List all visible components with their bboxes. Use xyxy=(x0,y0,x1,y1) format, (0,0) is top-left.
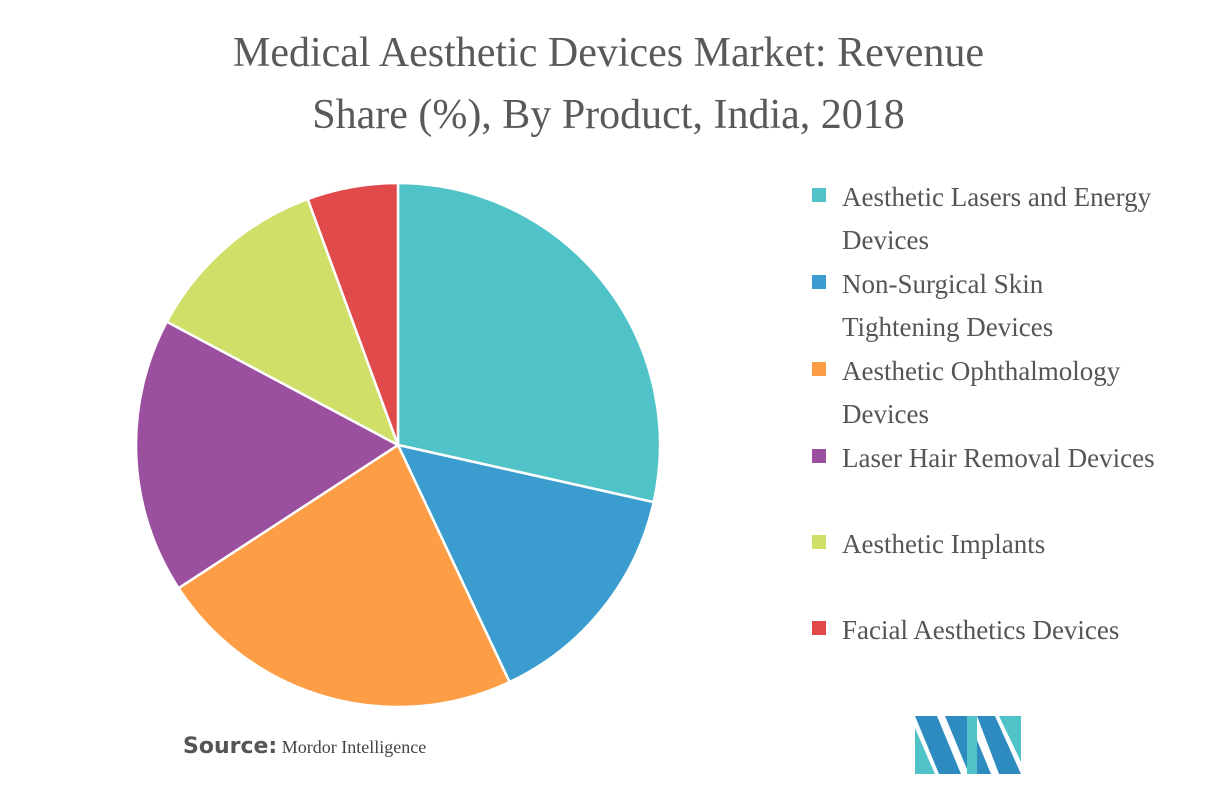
legend-label-line: Devices xyxy=(842,399,929,429)
pie-slice-0 xyxy=(396,181,662,504)
legend-label-line: Tightening Devices xyxy=(842,312,1054,342)
legend-label-line: Facial Aesthetics Devices xyxy=(842,615,1120,645)
legend-label-line: Aesthetic Ophthalmology xyxy=(842,356,1121,386)
title-line-1: Medical Aesthetic Devices Market: Revenu… xyxy=(232,30,985,76)
legend-label-line: Aesthetic Implants xyxy=(842,529,1046,559)
legend-label: Facial Aesthetics Devices xyxy=(842,609,1212,652)
mordor-logo xyxy=(915,716,1021,774)
pie-slice-5 xyxy=(306,181,400,446)
source: Source: Mordor Intelligence xyxy=(183,734,426,759)
legend-label-line: Devices xyxy=(842,225,929,255)
legend-label-line: Aesthetic Lasers and Energy xyxy=(842,182,1152,212)
pie-slice-2 xyxy=(176,443,512,709)
legend-swatch xyxy=(812,362,826,376)
legend-label: Non-Surgical Skin Tightening Devices xyxy=(842,263,1212,349)
legend-swatch xyxy=(812,535,826,549)
legend-label: Aesthetic Ophthalmology Devices xyxy=(842,350,1212,436)
title-line-2: Share (%), By Product, India, 2018 xyxy=(312,92,905,138)
legend-label: Aesthetic Implants xyxy=(842,523,1212,566)
legend-label-line: Laser Hair Removal Devices xyxy=(842,443,1155,473)
source-label: Source: xyxy=(183,734,278,759)
legend-swatch xyxy=(812,188,826,202)
legend-label: Aesthetic Lasers and Energy Devices xyxy=(842,176,1212,262)
legend-swatch xyxy=(812,275,826,289)
pie-slice-1 xyxy=(395,443,656,684)
legend-label: Laser Hair Removal Devices xyxy=(842,437,1212,480)
pie-slice-3 xyxy=(134,319,401,590)
legend-swatch xyxy=(812,621,826,635)
chart-title: Medical Aesthetic Devices Market: Revenu… xyxy=(0,22,1217,146)
legend-swatch xyxy=(812,449,826,463)
legend-label-line: Non-Surgical Skin xyxy=(842,269,1044,299)
source-text: Mordor Intelligence xyxy=(281,737,427,757)
pie-slice-4 xyxy=(165,197,401,448)
